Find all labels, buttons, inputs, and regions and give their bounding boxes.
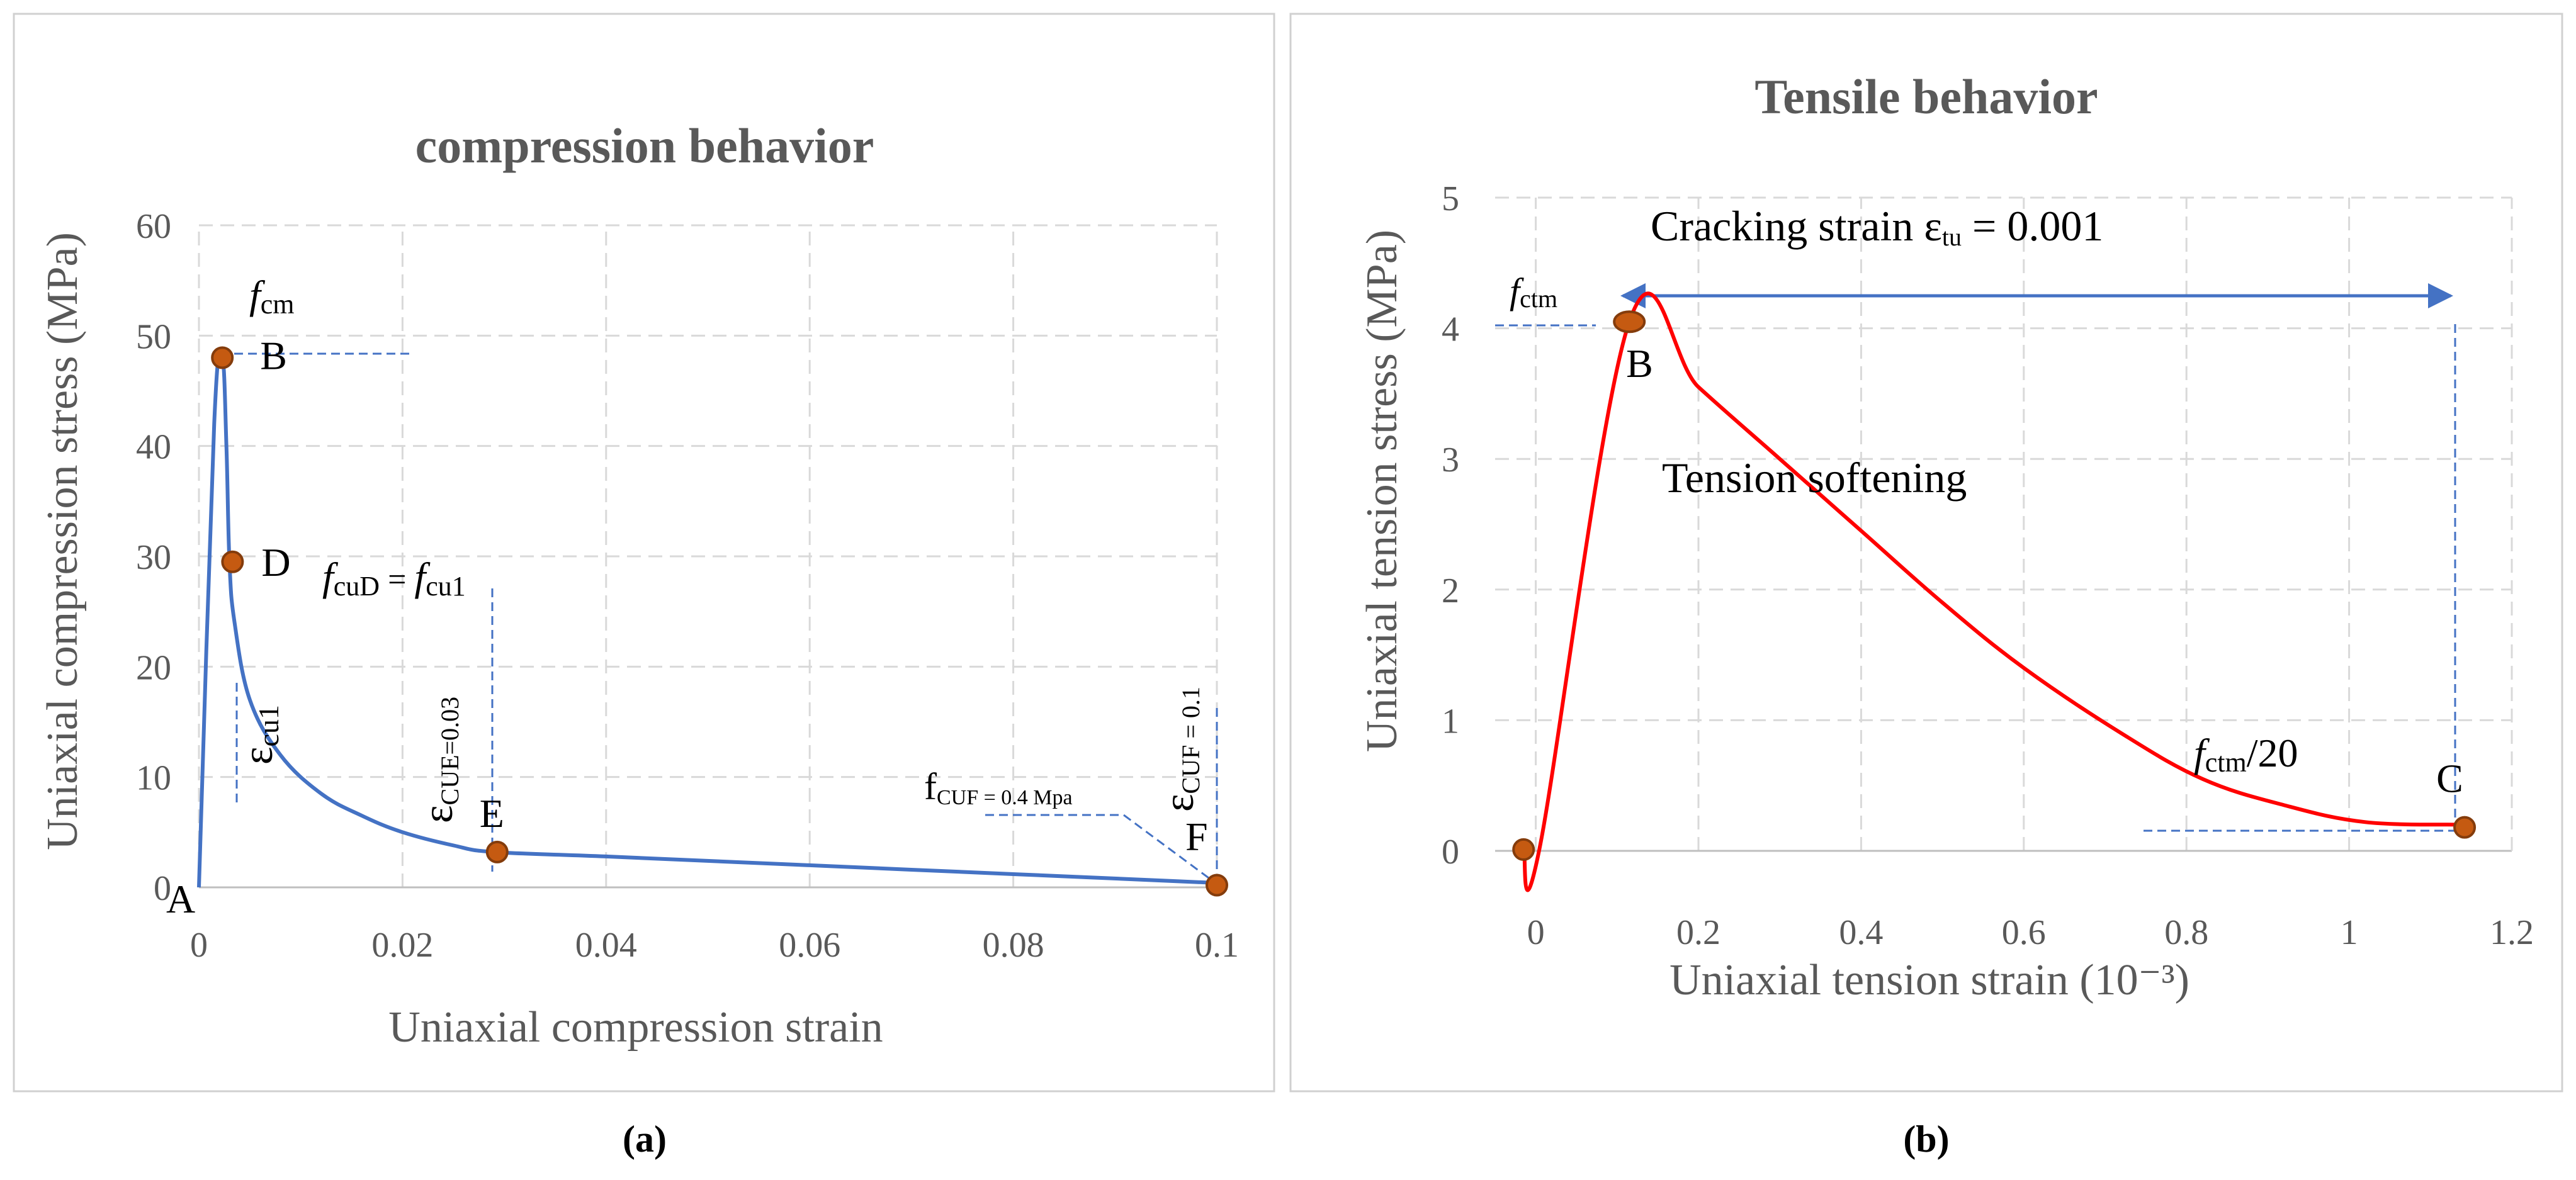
- chart-b-point-label-c: C: [2436, 756, 2463, 801]
- chart-a-x-tick-label: 0.08: [983, 926, 1044, 965]
- chart-a-markers: A B D E F: [166, 333, 1228, 921]
- annotation-eps-cue: εCUE=0.03: [414, 697, 464, 823]
- panel-b-frame: [1289, 13, 2563, 1093]
- panel-b-label: (b): [1903, 1118, 1949, 1160]
- chart-b-x-tick-label: 1.2: [2490, 913, 2534, 952]
- chart-b-marker-c[interactable]: [2453, 816, 2477, 839]
- chart-b-markers: BC: [1512, 310, 2477, 861]
- chart-a-point-label-d: D: [261, 540, 290, 585]
- chart-a-ticks: 0 0.02 0.04 0.06 0.08 0.1 0 10 20 30 40 50 60: [136, 207, 1239, 965]
- chart-a-y-label: Uniaxial compression stress (MPa): [38, 232, 87, 850]
- chart-b-point-label-b: B: [1626, 341, 1653, 386]
- annotation-eps-cuf: εCUF = 0.1: [1155, 687, 1205, 812]
- chart-b-y-label: Uniaxial tension stress (MPa): [1358, 230, 1406, 752]
- chart-b-series-tension: [1522, 291, 2463, 892]
- chart-a-y-tick-label: 30: [136, 538, 171, 577]
- chart-b-x-tick-label: 0.8: [2164, 913, 2208, 952]
- chart-b-title: Tensile behavior: [1754, 69, 2098, 124]
- chart-a-y-tick-label: 40: [136, 428, 171, 467]
- chart-a-point-label-f: F: [1185, 814, 1208, 858]
- chart-b-x-tick-label: 0.4: [1839, 913, 1883, 952]
- annotation-fcm: fcm: [249, 273, 295, 320]
- guide-f-cuf-diagonal: [1123, 814, 1209, 879]
- chart-a-marker-e[interactable]: [485, 840, 509, 863]
- chart-b-x-label: Uniaxial tension strain (10⁻³): [1669, 956, 2189, 1004]
- chart-a-y-tick-label: 60: [136, 207, 171, 246]
- chart-a-title: compression behavior: [415, 118, 874, 173]
- chart-b-y-tick-label: 0: [1442, 833, 1459, 872]
- chart-a-point-label-a: A: [166, 877, 195, 921]
- panel-a-frame: [13, 13, 1275, 1093]
- chart-b-marker-origin[interactable]: [1512, 838, 1535, 861]
- annotation-tension-softening: Tension softening: [1662, 454, 1967, 502]
- chart-b-x-tick-label: 1: [2341, 913, 2358, 952]
- chart-b-ticks: 0 0.2 0.4 0.6 0.8 1 1.2 0 1 2 3 4 5: [1442, 179, 2534, 952]
- chart-a-marker-f[interactable]: [1206, 874, 1228, 897]
- chart-a-x-tick-label: 0: [190, 926, 208, 965]
- annotation-fcud: fcuD = fcu1: [322, 554, 466, 602]
- chart-b-y-tick-label: 4: [1442, 310, 1459, 349]
- chart-a-guides: [220, 352, 1218, 879]
- chart-a-point-label-e: E: [480, 791, 504, 836]
- chart-b-x-tick-label: 0.2: [1676, 913, 1720, 952]
- chart-a-y-tick-label: 0: [154, 869, 171, 908]
- chart-a-y-tick-label: 10: [136, 759, 171, 798]
- chart-a-marker-b[interactable]: [211, 346, 234, 369]
- annotation-fctm20: fctm/20: [2194, 731, 2298, 778]
- chart-a-x-tick-label: 0.1: [1195, 926, 1239, 965]
- chart-a-x-tick-label: 0.04: [575, 926, 637, 965]
- chart-b-y-tick-label: 5: [1442, 179, 1459, 218]
- annotation-eps-cu1: εcu1: [234, 705, 285, 765]
- chart-b-y-tick-label: 3: [1442, 441, 1459, 480]
- chart-a-x-label: Uniaxial compression strain: [388, 1003, 883, 1052]
- chart-a-x-tick-label: 0.06: [779, 926, 840, 965]
- chart-b-x-tick-label: 0.6: [2002, 913, 2046, 952]
- annotation-cracking-strain: Cracking strain εtu = 0.001: [1651, 202, 2103, 251]
- chart-b-x-tick-label: 0: [1527, 913, 1545, 952]
- chart-a-y-tick-label: 50: [136, 317, 171, 356]
- panel-a-label: (a): [623, 1118, 667, 1160]
- chart-a-point-label-b: B: [260, 333, 287, 378]
- chart-b-y-tick-label: 1: [1442, 702, 1459, 741]
- chart-a-grid: [198, 224, 1218, 889]
- chart-b-guides: [1495, 283, 2456, 832]
- chart-b-marker-b[interactable]: [1613, 310, 1646, 334]
- chart-a-marker-d[interactable]: [221, 550, 244, 573]
- annotation-f-cuf: fCUF = 0.4 Mpa: [924, 766, 1073, 809]
- chart-b-y-tick-label: 2: [1442, 571, 1459, 610]
- chart-a-y-tick-label: 20: [136, 648, 171, 687]
- chart-b-series: [1522, 291, 2463, 892]
- chart-a-x-tick-label: 0.02: [371, 926, 433, 965]
